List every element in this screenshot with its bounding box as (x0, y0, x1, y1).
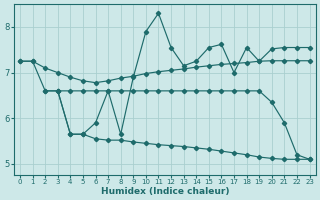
X-axis label: Humidex (Indice chaleur): Humidex (Indice chaleur) (100, 187, 229, 196)
